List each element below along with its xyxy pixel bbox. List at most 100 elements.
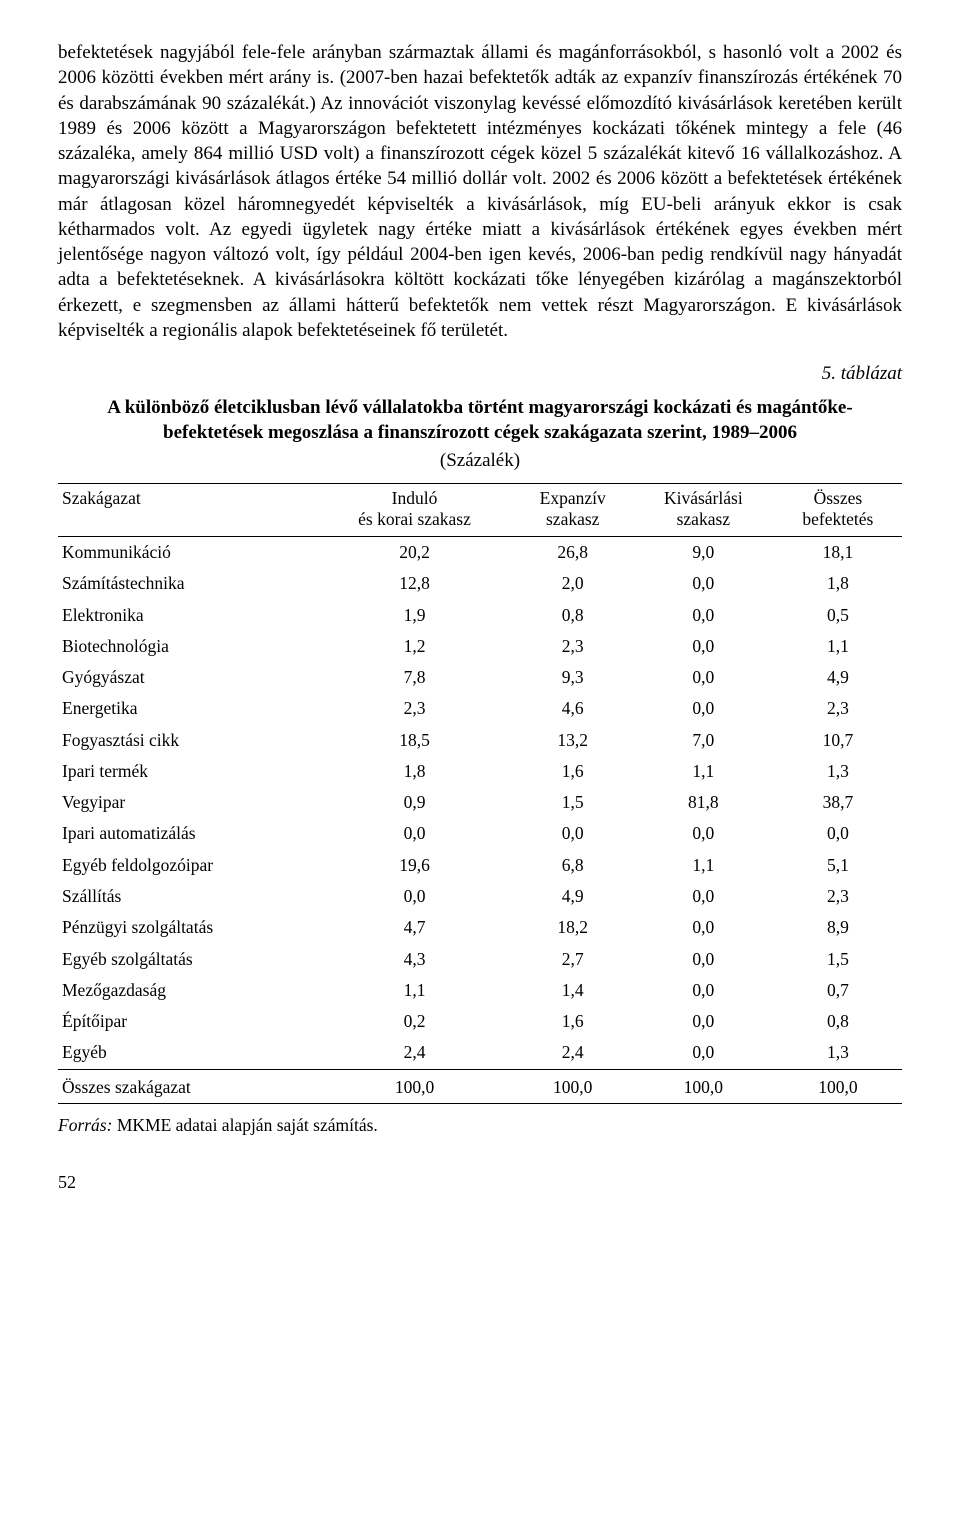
row-value: 9,3 <box>513 662 633 693</box>
row-value: 1,4 <box>513 975 633 1006</box>
row-value: 2,3 <box>513 631 633 662</box>
table-row: Ipari termék1,81,61,11,3 <box>58 756 902 787</box>
row-label: Ipari termék <box>58 756 316 787</box>
row-value: 2,3 <box>316 693 512 724</box>
table-row: Egyéb2,42,40,01,3 <box>58 1037 902 1069</box>
row-value: 0,0 <box>774 818 902 849</box>
row-label: Építőipar <box>58 1006 316 1037</box>
table-source: Forrás: MKME adatai alapján saját számít… <box>58 1114 902 1137</box>
row-value: 8,9 <box>774 912 902 943</box>
row-value: 6,8 <box>513 850 633 881</box>
col-header: Összesbefektetés <box>774 484 902 537</box>
page-number: 52 <box>58 1171 902 1195</box>
source-text: MKME adatai alapján saját számítás. <box>117 1115 378 1135</box>
row-value: 1,1 <box>774 631 902 662</box>
row-value: 4,9 <box>513 881 633 912</box>
row-value: 2,3 <box>774 881 902 912</box>
row-value: 0,0 <box>633 631 774 662</box>
row-value: 100,0 <box>633 1069 774 1103</box>
col-header: Indulóés korai szakasz <box>316 484 512 537</box>
table-row: Építőipar0,21,60,00,8 <box>58 1006 902 1037</box>
table-reference: 5. táblázat <box>58 361 902 386</box>
row-label: Kommunikáció <box>58 537 316 569</box>
row-value: 1,6 <box>513 1006 633 1037</box>
row-value: 0,7 <box>774 975 902 1006</box>
row-value: 100,0 <box>316 1069 512 1103</box>
row-value: 0,0 <box>633 944 774 975</box>
row-value: 0,0 <box>633 600 774 631</box>
row-value: 0,0 <box>316 881 512 912</box>
row-value: 0,0 <box>633 662 774 693</box>
row-label: Biotechnológia <box>58 631 316 662</box>
row-value: 1,1 <box>633 756 774 787</box>
data-table: Szakágazat Indulóés korai szakasz Expanz… <box>58 483 902 1104</box>
row-value: 1,2 <box>316 631 512 662</box>
row-value: 0,0 <box>633 818 774 849</box>
row-value: 2,0 <box>513 568 633 599</box>
table-row: Pénzügyi szolgáltatás4,718,20,08,9 <box>58 912 902 943</box>
body-paragraph: befektetések nagyjából fele-fele arányba… <box>58 40 902 343</box>
row-value: 5,1 <box>774 850 902 881</box>
table-row: Ipari automatizálás0,00,00,00,0 <box>58 818 902 849</box>
row-value: 0,8 <box>774 1006 902 1037</box>
row-value: 18,2 <box>513 912 633 943</box>
row-label: Gyógyászat <box>58 662 316 693</box>
source-label: Forrás: <box>58 1115 112 1135</box>
row-value: 0,0 <box>633 568 774 599</box>
row-label: Ipari automatizálás <box>58 818 316 849</box>
table-row: Energetika2,34,60,02,3 <box>58 693 902 724</box>
col-header: Kivásárlásiszakasz <box>633 484 774 537</box>
row-value: 0,0 <box>633 693 774 724</box>
col-header: Szakágazat <box>58 484 316 537</box>
row-value: 18,1 <box>774 537 902 569</box>
table-subtitle: (Százalék) <box>58 448 902 473</box>
row-value: 13,2 <box>513 725 633 756</box>
row-value: 0,0 <box>633 912 774 943</box>
table-row: Gyógyászat7,89,30,04,9 <box>58 662 902 693</box>
row-value: 1,3 <box>774 1037 902 1069</box>
table-row: Biotechnológia1,22,30,01,1 <box>58 631 902 662</box>
row-value: 0,0 <box>513 818 633 849</box>
row-value: 0,0 <box>633 881 774 912</box>
row-value: 0,0 <box>633 1037 774 1069</box>
row-value: 4,3 <box>316 944 512 975</box>
row-label: Egyéb feldolgozóipar <box>58 850 316 881</box>
row-value: 2,4 <box>316 1037 512 1069</box>
row-value: 100,0 <box>774 1069 902 1103</box>
table-row: Fogyasztási cikk18,513,27,010,7 <box>58 725 902 756</box>
table-row: Mezőgazdaság1,11,40,00,7 <box>58 975 902 1006</box>
row-value: 0,0 <box>316 818 512 849</box>
row-label: Összes szakágazat <box>58 1069 316 1103</box>
row-value: 0,0 <box>633 975 774 1006</box>
row-value: 4,7 <box>316 912 512 943</box>
row-value: 38,7 <box>774 787 902 818</box>
row-value: 1,6 <box>513 756 633 787</box>
row-value: 26,8 <box>513 537 633 569</box>
row-value: 0,8 <box>513 600 633 631</box>
row-label: Számítástechnika <box>58 568 316 599</box>
row-value: 0,5 <box>774 600 902 631</box>
row-label: Egyéb szolgáltatás <box>58 944 316 975</box>
table-row: Kommunikáció20,226,89,018,1 <box>58 537 902 569</box>
row-value: 0,0 <box>633 1006 774 1037</box>
row-value: 18,5 <box>316 725 512 756</box>
row-value: 7,8 <box>316 662 512 693</box>
row-label: Vegyipar <box>58 787 316 818</box>
col-header: Expanzívszakasz <box>513 484 633 537</box>
row-value: 7,0 <box>633 725 774 756</box>
row-value: 4,6 <box>513 693 633 724</box>
table-header-row: Szakágazat Indulóés korai szakasz Expanz… <box>58 484 902 537</box>
row-value: 1,1 <box>633 850 774 881</box>
row-label: Elektronika <box>58 600 316 631</box>
row-value: 81,8 <box>633 787 774 818</box>
row-label: Energetika <box>58 693 316 724</box>
row-value: 1,3 <box>774 756 902 787</box>
row-value: 0,2 <box>316 1006 512 1037</box>
row-value: 20,2 <box>316 537 512 569</box>
row-value: 2,7 <box>513 944 633 975</box>
row-label: Pénzügyi szolgáltatás <box>58 912 316 943</box>
row-value: 2,4 <box>513 1037 633 1069</box>
row-label: Szállítás <box>58 881 316 912</box>
table-row: Egyéb feldolgozóipar19,66,81,15,1 <box>58 850 902 881</box>
row-value: 1,9 <box>316 600 512 631</box>
